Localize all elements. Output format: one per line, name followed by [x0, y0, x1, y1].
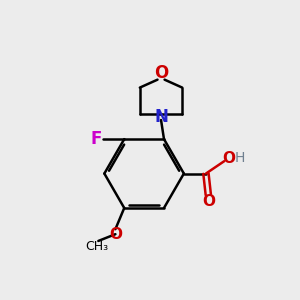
Text: F: F [91, 130, 102, 148]
Text: CH₃: CH₃ [85, 240, 108, 253]
Text: H: H [234, 151, 245, 165]
Text: O: O [202, 194, 215, 209]
Text: N: N [154, 108, 168, 126]
Text: O: O [154, 64, 168, 82]
Text: O: O [223, 151, 236, 166]
Text: O: O [109, 227, 122, 242]
